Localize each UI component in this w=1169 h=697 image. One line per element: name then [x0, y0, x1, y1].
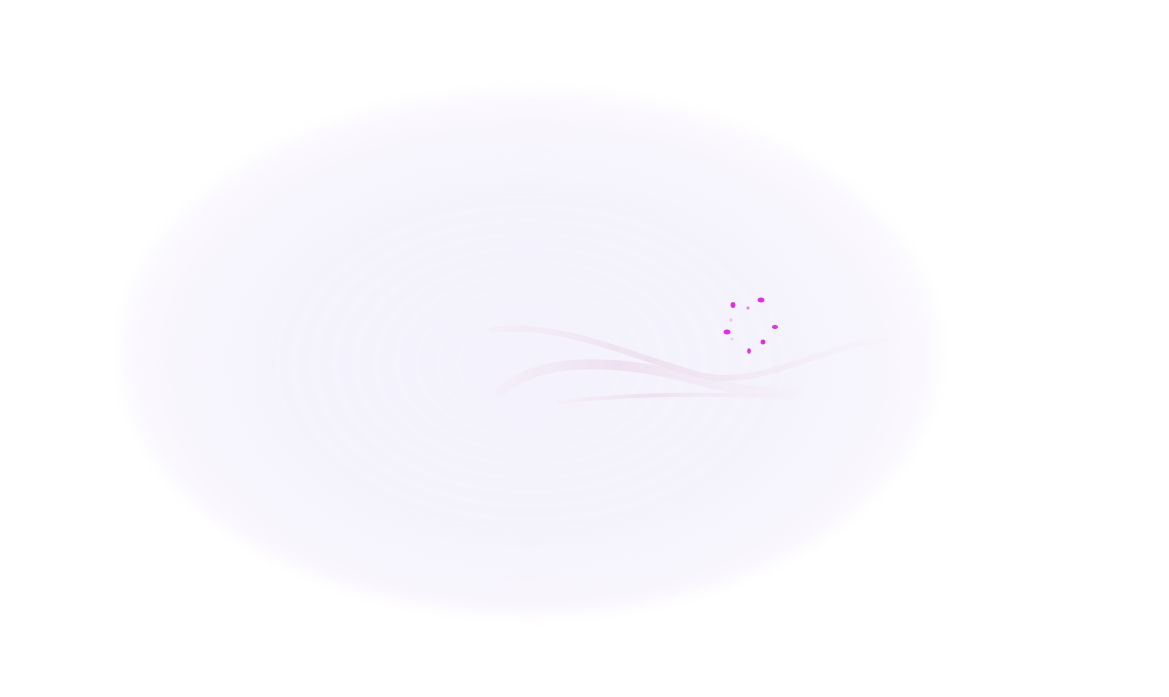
spinner-dot: [772, 325, 778, 329]
spinner-dot: [730, 337, 734, 341]
spinner-dot: [723, 329, 731, 335]
spinner-dot: [757, 297, 765, 303]
spinner-dot: [746, 306, 750, 310]
spinner-dot: [760, 339, 766, 345]
spinner-dot: [747, 348, 751, 354]
spinner-dot: [729, 318, 733, 322]
spinner-dot: [730, 302, 736, 308]
background-glow: [120, 90, 940, 615]
spinner-icon: [723, 297, 778, 354]
